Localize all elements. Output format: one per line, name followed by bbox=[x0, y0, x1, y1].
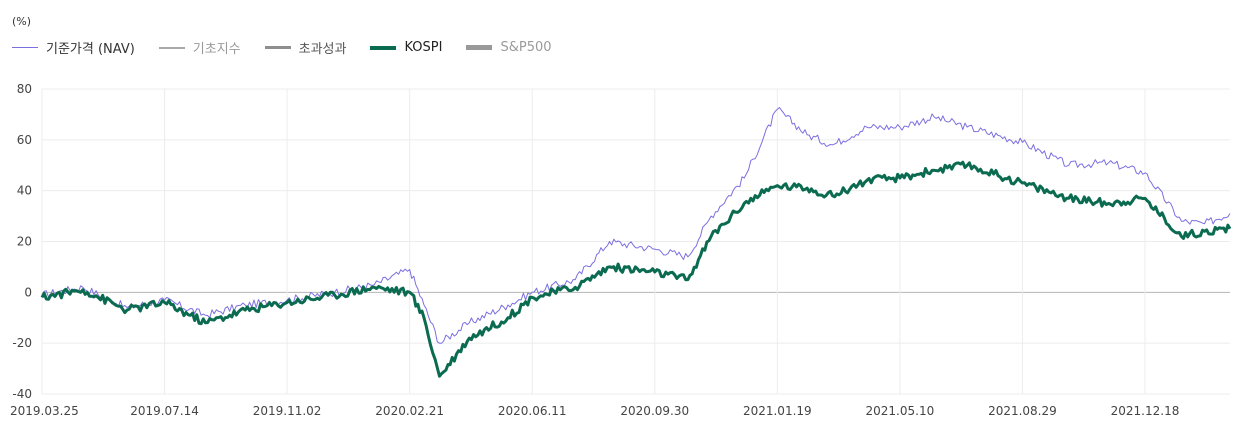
x-tick-label: 2021.01.19 bbox=[743, 404, 812, 418]
legend-swatch-kospi bbox=[370, 45, 397, 50]
x-tick-label: 2019.11.02 bbox=[253, 404, 322, 418]
x-tick-label: 2020.09.30 bbox=[620, 404, 689, 418]
series-layer bbox=[40, 107, 1232, 378]
legend-swatch-base-index bbox=[158, 46, 185, 49]
legend-item-sp500[interactable]: S&P500 bbox=[466, 40, 552, 55]
x-tick-label: 2021.12.18 bbox=[1111, 404, 1180, 418]
y-tick-label: 0 bbox=[24, 285, 32, 299]
legend-item-base-index[interactable]: 기초지수 bbox=[158, 38, 241, 57]
x-tick-label: 2021.08.29 bbox=[988, 404, 1057, 418]
legend-item-kospi[interactable]: KOSPI bbox=[370, 40, 442, 55]
chart-legend: 기준가격 (NAV) 기초지수 초과성과 KOSPI S&P500 bbox=[12, 38, 576, 57]
grid-layer bbox=[41, 88, 1230, 395]
series-line-nav bbox=[41, 107, 1231, 344]
legend-swatch-excess-return bbox=[264, 46, 291, 49]
axis-layer: 80 60 40 20 0 -20 -40 2019.03.25 2019.07.14 2019.… bbox=[10, 82, 1179, 418]
x-tick-label: 2019.03.25 bbox=[10, 404, 79, 418]
legend-swatch-sp500 bbox=[466, 45, 493, 50]
y-tick-label: -20 bbox=[12, 336, 32, 350]
unit-label: (%) bbox=[12, 15, 32, 28]
legend-label-excess-return: 초과성과 bbox=[298, 42, 347, 57]
y-tick-label: 20 bbox=[17, 235, 32, 249]
y-tick-label: -40 bbox=[12, 387, 32, 401]
series-line-kospi bbox=[40, 160, 1232, 378]
legend-item-nav[interactable]: 기준가격 (NAV) bbox=[12, 38, 135, 57]
legend-swatch-nav bbox=[12, 47, 38, 48]
legend-label-sp500: S&P500 bbox=[500, 40, 552, 55]
legend-item-excess-return[interactable]: 초과성과 bbox=[264, 38, 347, 57]
legend-label-kospi: KOSPI bbox=[404, 40, 443, 55]
x-tick-label: 2021.05.10 bbox=[866, 404, 935, 418]
legend-label-base-index: 기초지수 bbox=[192, 42, 241, 57]
x-tick-label: 2020.06.11 bbox=[498, 404, 567, 418]
y-tick-label: 80 bbox=[17, 82, 32, 96]
x-tick-label: 2020.02.21 bbox=[375, 404, 444, 418]
y-tick-label: 60 bbox=[17, 133, 32, 147]
x-tick-label: 2019.07.14 bbox=[130, 404, 199, 418]
legend-label-nav: 기준가격 (NAV) bbox=[46, 42, 135, 57]
y-tick-label: 40 bbox=[17, 184, 32, 198]
